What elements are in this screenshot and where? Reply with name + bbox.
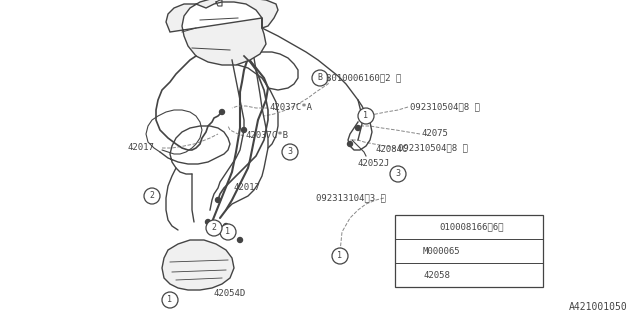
- Text: 42054D: 42054D: [214, 289, 246, 298]
- Text: B: B: [420, 222, 426, 231]
- Text: 1: 1: [168, 295, 173, 305]
- Polygon shape: [162, 240, 234, 290]
- Text: 2: 2: [404, 246, 410, 255]
- Circle shape: [241, 127, 246, 132]
- Circle shape: [170, 293, 175, 299]
- Circle shape: [237, 237, 243, 243]
- Circle shape: [332, 248, 348, 264]
- Text: 2: 2: [150, 191, 154, 201]
- Text: 010008166（6）: 010008166（6）: [439, 222, 504, 231]
- Text: A421001050: A421001050: [569, 302, 628, 312]
- Text: 42075: 42075: [422, 130, 449, 139]
- Circle shape: [223, 223, 228, 228]
- Polygon shape: [166, 0, 278, 65]
- Circle shape: [416, 220, 430, 234]
- Circle shape: [220, 109, 225, 115]
- Text: 1: 1: [337, 252, 342, 260]
- Circle shape: [162, 292, 178, 308]
- Text: 3: 3: [287, 148, 292, 156]
- Circle shape: [206, 220, 222, 236]
- Text: 42017: 42017: [234, 182, 261, 191]
- Circle shape: [312, 70, 328, 86]
- Text: 42037C*B: 42037C*B: [246, 132, 289, 140]
- Text: 3: 3: [396, 170, 401, 179]
- FancyBboxPatch shape: [395, 215, 543, 287]
- Text: 42052J: 42052J: [358, 159, 390, 169]
- Circle shape: [358, 108, 374, 124]
- Text: B: B: [317, 74, 323, 83]
- Circle shape: [205, 220, 211, 225]
- Circle shape: [390, 166, 406, 182]
- Circle shape: [355, 125, 360, 131]
- Text: 42017: 42017: [128, 143, 155, 153]
- Text: 092313104（3 ）: 092313104（3 ）: [316, 194, 386, 203]
- Text: 42037C*A: 42037C*A: [270, 103, 313, 113]
- Circle shape: [399, 219, 415, 235]
- Text: 42084C: 42084C: [376, 146, 408, 155]
- Circle shape: [348, 141, 353, 147]
- Circle shape: [220, 224, 236, 240]
- Circle shape: [399, 267, 415, 283]
- Text: 3: 3: [404, 270, 410, 279]
- Text: B010006160（2 ）: B010006160（2 ）: [326, 74, 401, 83]
- Text: 1: 1: [404, 222, 410, 231]
- Text: 1: 1: [225, 228, 230, 236]
- Text: 42058: 42058: [423, 270, 450, 279]
- Circle shape: [282, 144, 298, 160]
- Text: 2: 2: [211, 223, 216, 233]
- Text: 1: 1: [364, 111, 369, 121]
- Circle shape: [399, 243, 415, 259]
- Circle shape: [335, 252, 340, 257]
- Circle shape: [144, 188, 160, 204]
- Text: 092310504（8 ）: 092310504（8 ）: [410, 102, 480, 111]
- Text: M000065: M000065: [423, 246, 461, 255]
- Circle shape: [360, 111, 365, 116]
- Text: 092310504（8 ）: 092310504（8 ）: [398, 143, 468, 153]
- Circle shape: [216, 197, 221, 203]
